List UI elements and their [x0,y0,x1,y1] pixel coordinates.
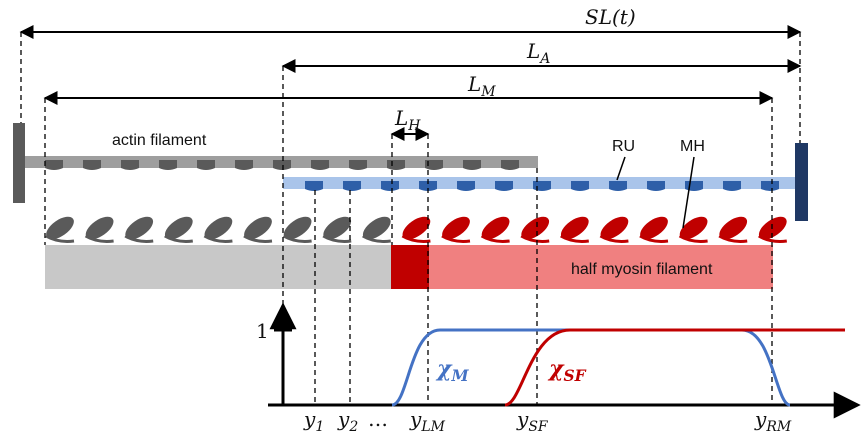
lh-label: LH [394,106,421,134]
regulatory-unit [609,181,627,191]
regulatory-unit [457,181,475,191]
actin-unit [463,160,481,170]
regulatory-unit [533,181,551,191]
ylm-label: yLM [409,407,446,432]
myosin-head [480,216,510,243]
actin-unit [159,160,177,170]
y-tick-one-label: 1 [256,319,269,343]
myosin-head [124,216,154,243]
myosin-head [45,216,75,243]
y2-label: y2 [337,407,358,432]
regulatory-unit [495,181,513,191]
lm-label: LM [467,72,496,100]
regulatory-unit [343,181,361,191]
sl-label: SL(t) [585,5,636,29]
ru-pointer [616,156,626,181]
ru-label: RU [612,138,635,155]
actin-unit [387,160,405,170]
dots-label: … [368,407,388,431]
myosin-head [243,216,273,243]
myosin-head [362,216,391,243]
myosin-head [678,216,708,243]
actin-unit [311,160,329,170]
chi-sf-curve [504,328,845,407]
ysf-label: ySF [516,407,549,432]
regulatory-unit [647,181,665,191]
left-z-disc [13,123,25,203]
myosin-bar-bare-zone [391,245,429,289]
actin-unit [121,160,139,170]
myosin-head [84,216,114,243]
myosin-head [639,216,669,243]
actin-unit [501,160,519,170]
myosin-bar-pink [429,245,773,289]
myosin-head [718,216,748,243]
chi-sf-label: χSF [547,356,587,385]
actin-unit [83,160,101,170]
regulatory-unit [305,181,323,191]
regulatory-unit [571,181,589,191]
mh-label: MH [680,138,705,155]
right-z-disc [795,143,808,221]
y1-label: y1 [303,407,324,432]
myosin-label: half myosin filament [571,261,713,278]
yrm-label: yRM [754,407,792,432]
myosin-bar-grey [45,245,391,289]
regulatory-unit [419,181,437,191]
chi-m-label: χM [435,356,469,385]
mh-pointer [682,156,695,229]
chi-m-curve [391,328,791,407]
regulatory-unit [381,181,399,191]
myosin-head [282,216,312,243]
myosin-head [401,216,431,243]
myosin-head [520,216,550,243]
myosin-head [441,216,471,243]
myosin-head [203,216,233,243]
myosin-head [758,216,787,243]
actin-unit [349,160,367,170]
actin-unit [425,160,443,170]
myosin-head [322,216,352,243]
regulatory-unit [723,181,741,191]
la-label: LA [526,39,550,67]
regulatory-unit [761,181,779,191]
myosin-head [599,216,629,243]
regulatory-unit [685,181,703,191]
reference-lines [20,32,801,405]
actin-units [45,160,519,170]
actin-unit [235,160,253,170]
myosin-heads [45,216,787,243]
actin-filament-label: actin filament [112,132,207,149]
actin-unit [197,160,215,170]
actin-unit [273,160,291,170]
myosin-head [560,216,589,243]
myosin-head [164,216,193,243]
actin-unit [45,160,63,170]
